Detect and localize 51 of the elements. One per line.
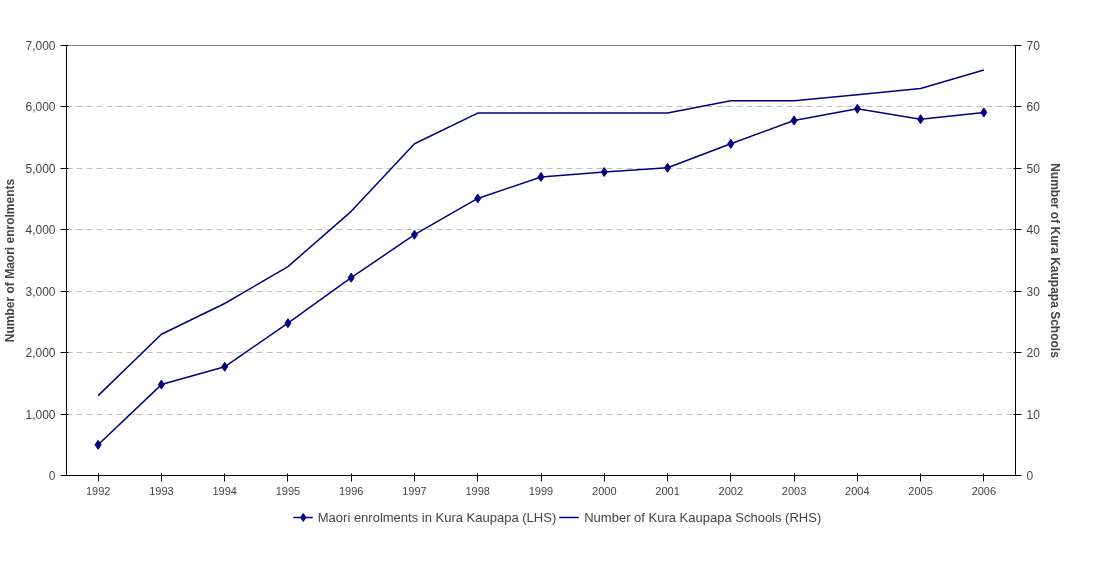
y-tick-label: 4,000 xyxy=(25,223,56,238)
y2-axis-title: Number of Kura Kaupapa Schools xyxy=(1047,163,1062,359)
x-tick-label: 1997 xyxy=(402,484,427,497)
point xyxy=(664,162,672,173)
x-tick-label: 2003 xyxy=(781,484,807,497)
x-tick-label: 1995 xyxy=(275,484,301,497)
y-tick-label: 6,000 xyxy=(25,100,56,115)
x-tick-label: 2000 xyxy=(592,484,617,497)
y2-tick-label: 70 xyxy=(1026,39,1041,53)
point xyxy=(284,318,292,329)
point xyxy=(917,114,925,125)
point xyxy=(157,379,165,390)
y-tick-label: 5,000 xyxy=(25,161,56,176)
x-tick-label: 1994 xyxy=(212,484,237,497)
x-tick-label: 1996 xyxy=(338,484,364,497)
point xyxy=(474,193,482,204)
x-tick-label: 2006 xyxy=(971,484,997,497)
y-tick-label: 2,000 xyxy=(25,346,56,361)
point xyxy=(537,171,545,182)
point xyxy=(94,439,102,450)
legend-label: Number of Kura Kaupapa Schools (RHS) xyxy=(584,509,822,525)
line-series xyxy=(97,69,985,397)
y2-tick-label: 10 xyxy=(1026,407,1041,422)
y2-tick-label: 50 xyxy=(1026,161,1041,176)
x-tick-label: 1993 xyxy=(149,484,174,497)
x-tick-label: 1999 xyxy=(528,484,554,497)
x-tick-label: 2002 xyxy=(718,484,744,497)
point xyxy=(853,103,861,114)
y2-tick-label: 60 xyxy=(1026,100,1041,115)
x-tick-label: 2001 xyxy=(655,484,680,497)
y-axis-title: Number of Maori enrolments xyxy=(3,178,18,343)
point xyxy=(221,361,229,372)
x-tick-label: 2005 xyxy=(908,484,933,497)
point xyxy=(600,167,608,178)
point xyxy=(980,107,988,118)
point xyxy=(790,115,798,126)
y-tick-label: 0 xyxy=(48,469,56,483)
y2-tick-label: 0 xyxy=(1026,469,1034,483)
y-tick-label: 1,000 xyxy=(25,407,56,422)
y-tick-label: 7,000 xyxy=(25,39,56,53)
y2-tick-label: 20 xyxy=(1026,346,1041,361)
x-tick-label: 1992 xyxy=(85,484,111,497)
point xyxy=(347,272,355,283)
point xyxy=(410,229,418,240)
legend-label: Maori enrolments in Kura Kaupapa (LHS) xyxy=(317,509,557,525)
y-tick-label: 3,000 xyxy=(25,284,56,299)
x-tick-label: 2004 xyxy=(845,484,870,497)
y2-tick-label: 40 xyxy=(1026,223,1041,238)
x-tick-label: 1998 xyxy=(465,484,490,497)
point xyxy=(727,138,735,149)
y2-tick-label: 30 xyxy=(1026,284,1041,299)
